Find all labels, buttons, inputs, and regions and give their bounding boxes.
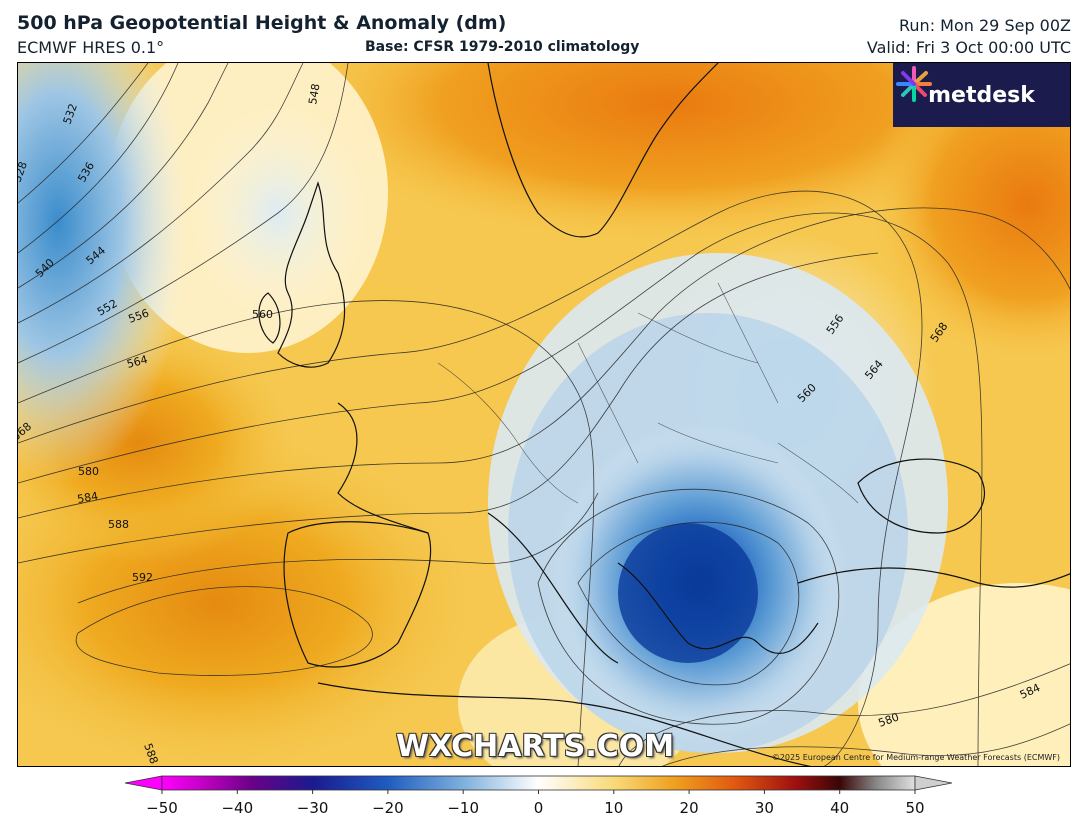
colorbar: −50 −40 −30 −20 −10 0 10 20 30 40 50 [0, 775, 1088, 833]
anomaly-map: 528 532 536 540 544 548 552 556 560 564 … [17, 62, 1071, 767]
copyright-notice: ©2025 European Centre for Medium-range W… [771, 753, 1060, 762]
colorbar-min-arrow [124, 775, 163, 791]
climatology-base: Base: CFSR 1979-2010 climatology [365, 39, 640, 55]
colorbar-tick-label: 20 [680, 799, 699, 817]
valid-time: Valid: Fri 3 Oct 00:00 UTC [866, 38, 1071, 57]
flower-logo-icon [896, 66, 932, 102]
contour-label: 564 [125, 353, 149, 371]
colorbar-tick-label: −30 [297, 799, 329, 817]
logo-text: metdesk [928, 82, 1035, 108]
contour-label: 588 [108, 518, 129, 531]
colorbar-tick-label: 0 [534, 799, 544, 817]
colorbar-tick-label: 10 [604, 799, 623, 817]
colorbar-tick-label: −10 [447, 799, 479, 817]
colorbar-tick-label: −50 [146, 799, 178, 817]
metdesk-logo: metdesk [893, 63, 1070, 127]
colorbar-svg: −50 −40 −30 −20 −10 0 10 20 30 40 50 [124, 775, 953, 817]
colorbar-tick-label: −40 [221, 799, 253, 817]
colorbar-tick-label: −20 [372, 799, 404, 817]
colorbar-tick-label: 30 [755, 799, 774, 817]
contour-label: 584 [76, 490, 99, 506]
contour-label: 560 [252, 308, 273, 321]
contour-label: 592 [132, 571, 153, 584]
colorbar-tick-label: 40 [830, 799, 849, 817]
contour-label: 580 [78, 465, 99, 478]
contour-label: 548 [306, 83, 322, 106]
colorbar-gradient [161, 775, 916, 791]
map-canvas: 528 532 536 540 544 548 552 556 560 564 … [18, 63, 1070, 766]
run-time: Run: Mon 29 Sep 00Z [899, 16, 1071, 35]
colorbar-tick-label: 50 [905, 799, 924, 817]
model-label: ECMWF HRES 0.1° [17, 38, 165, 57]
chart-title: 500 hPa Geopotential Height & Anomaly (d… [17, 12, 507, 34]
colorbar-max-arrow [914, 775, 953, 791]
watermark: WXCHARTS.COM [396, 729, 675, 764]
